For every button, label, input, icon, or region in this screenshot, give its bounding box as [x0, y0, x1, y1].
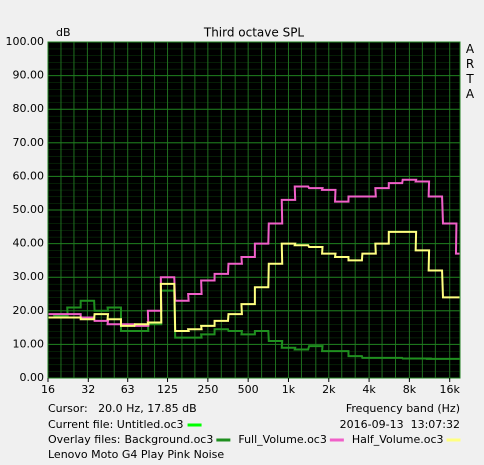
y-axis-label: dB	[56, 26, 71, 39]
legend-label: Full_Volume.oc3	[238, 433, 327, 446]
x-tick-label: 8k	[403, 383, 417, 396]
x-tick-label: 250	[197, 383, 218, 396]
x-tick-label: 125	[157, 383, 178, 396]
legend-label: Half_Volume.oc3	[352, 433, 444, 446]
series-line	[48, 178, 460, 327]
watermark: ARTA	[463, 42, 477, 102]
y-tick-label: 50.00	[13, 203, 45, 216]
y-tick-label: 90.00	[13, 69, 45, 82]
cursor-readout: Cursor: 20.0 Hz, 17.85 dB	[48, 402, 197, 415]
legend-label: Background.oc3	[124, 433, 213, 446]
y-tick-label: 10.00	[13, 337, 45, 350]
x-tick-label: 500	[238, 383, 259, 396]
x-tick-label: 16k	[440, 383, 461, 396]
note: Lenovo Moto G4 Play Pink Noise	[48, 448, 224, 461]
y-tick-label: 70.00	[13, 136, 45, 149]
y-tick-label: 100.00	[6, 35, 45, 48]
x-tick-label: 32	[81, 383, 95, 396]
y-tick-label: 30.00	[13, 270, 45, 283]
y-tick-label: 60.00	[13, 169, 45, 182]
series-line	[48, 289, 460, 360]
y-tick-label: 80.00	[13, 102, 45, 115]
x-tick-label: 2k	[322, 383, 336, 396]
chart-title: Third octave SPL	[203, 26, 305, 40]
y-tick-label: 40.00	[13, 237, 45, 250]
x-tick-label: 4k	[362, 383, 376, 396]
plot-frame	[47, 41, 461, 379]
y-tick-label: 20.00	[13, 304, 45, 317]
x-tick-label: 63	[121, 383, 135, 396]
current-file: Current file: Untitled.oc3	[48, 418, 184, 431]
y-tick-label: 0.00	[20, 371, 45, 384]
overlay-label: Overlay files:	[48, 433, 120, 446]
x-tick-label: 1k	[282, 383, 296, 396]
x-tick-label: 16	[41, 383, 55, 396]
timestamp: 2016-09-13 13:07:32	[340, 418, 460, 431]
x-axis-label: Frequency band (Hz)	[346, 402, 460, 415]
series-line	[48, 230, 460, 332]
